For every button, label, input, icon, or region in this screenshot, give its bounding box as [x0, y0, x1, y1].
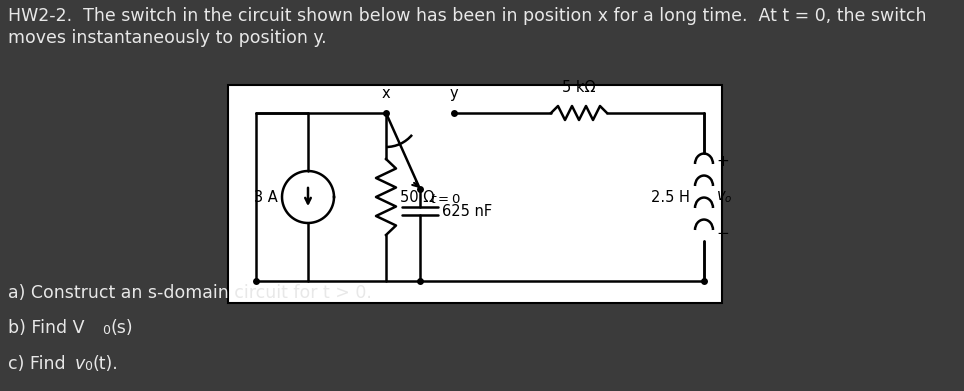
Text: 3 A: 3 A: [254, 190, 278, 204]
Text: a) Construct an s-domain circuit for t > 0.: a) Construct an s-domain circuit for t >…: [8, 284, 372, 302]
Text: $v_o$: $v_o$: [716, 189, 733, 205]
Text: moves instantaneously to position y.: moves instantaneously to position y.: [8, 29, 327, 47]
Text: 625 nF: 625 nF: [442, 203, 493, 219]
Text: c) Find: c) Find: [8, 355, 71, 373]
Text: HW2-2.  The switch in the circuit shown below has been in position x for a long : HW2-2. The switch in the circuit shown b…: [8, 7, 926, 25]
Text: 5 kΩ: 5 kΩ: [562, 80, 596, 95]
Text: 0: 0: [102, 324, 110, 337]
Text: +: +: [716, 154, 729, 169]
Text: −: −: [716, 226, 729, 240]
Text: 2.5 H: 2.5 H: [651, 190, 690, 204]
Text: 50 Ω: 50 Ω: [400, 190, 434, 204]
Text: v: v: [75, 355, 85, 373]
Text: (t).: (t).: [92, 355, 118, 373]
Text: y: y: [449, 86, 458, 101]
Text: 0: 0: [84, 360, 92, 373]
Text: x: x: [382, 86, 390, 101]
Text: $t = 0$: $t = 0$: [430, 193, 461, 206]
Text: b) Find V: b) Find V: [8, 319, 85, 337]
Bar: [228, 85, 722, 303]
Text: (s): (s): [110, 319, 133, 337]
